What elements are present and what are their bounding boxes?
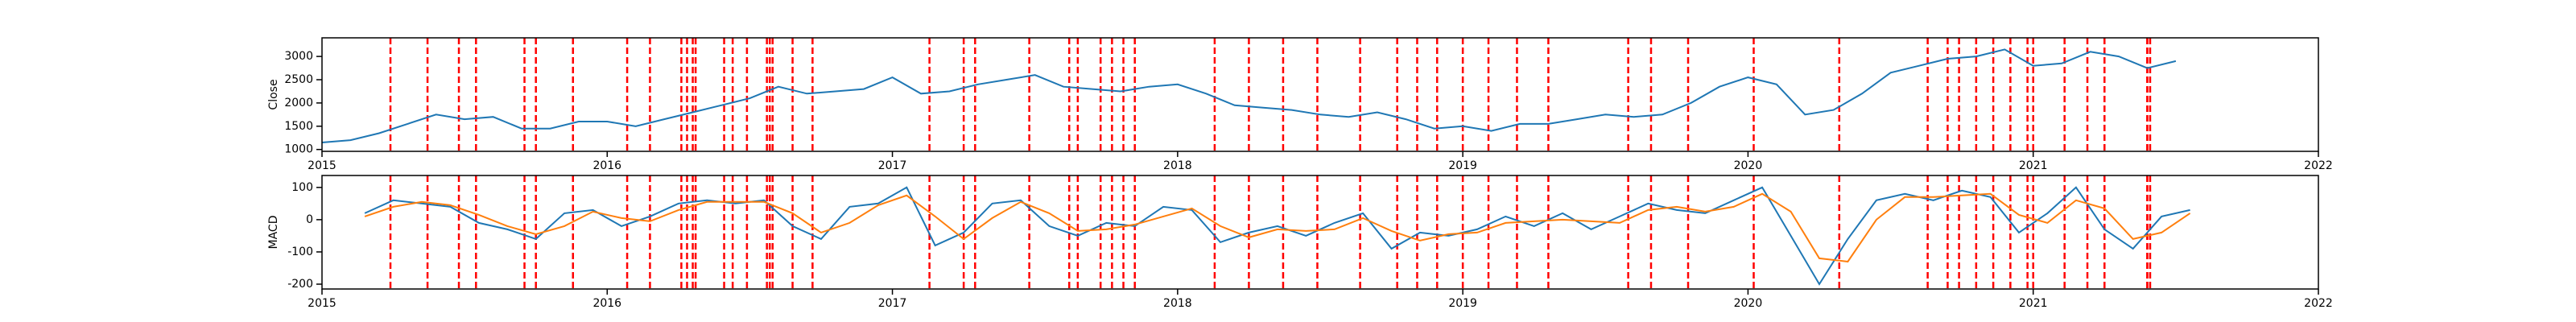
y-tick-label: 1500	[284, 120, 313, 133]
axes-frame	[321, 37, 2319, 152]
x-tick-label: 2022	[2304, 159, 2333, 172]
x-tick-label: 2020	[1734, 297, 1763, 310]
x-tick-label: 2017	[878, 159, 907, 172]
y-tick-label: -200	[287, 278, 313, 291]
y-axis-label: MACD	[267, 216, 280, 250]
y-tick-label: 2500	[284, 73, 313, 86]
series-line	[364, 186, 2190, 286]
series-line	[364, 192, 2191, 263]
x-tick-label: 2018	[1163, 159, 1192, 172]
x-tick-label: 2018	[1163, 297, 1192, 310]
x-tick-label: 2016	[592, 297, 621, 310]
y-tick-label: 100	[291, 181, 313, 194]
series-line	[321, 48, 2177, 143]
x-tick-label: 2022	[2304, 297, 2333, 310]
x-tick-label: 2021	[2019, 159, 2048, 172]
y-tick-label: 0	[306, 213, 313, 226]
y-tick-label: 3000	[284, 50, 313, 63]
x-tick-label: 2019	[1448, 297, 1477, 310]
x-tick-label: 2015	[308, 159, 336, 172]
x-tick-label: 2020	[1734, 159, 1763, 172]
axes-frame	[321, 175, 2319, 290]
x-tick-label: 2019	[1448, 159, 1477, 172]
x-tick-label: 2017	[878, 297, 907, 310]
y-tick-label: 2000	[284, 97, 313, 109]
y-axis-label: Close	[267, 79, 280, 109]
y-tick-label: -100	[287, 246, 313, 258]
x-tick-label: 2016	[592, 159, 621, 172]
y-tick-label: 1000	[284, 143, 313, 156]
x-tick-label: 2021	[2019, 297, 2048, 310]
x-tick-label: 2015	[308, 297, 336, 310]
